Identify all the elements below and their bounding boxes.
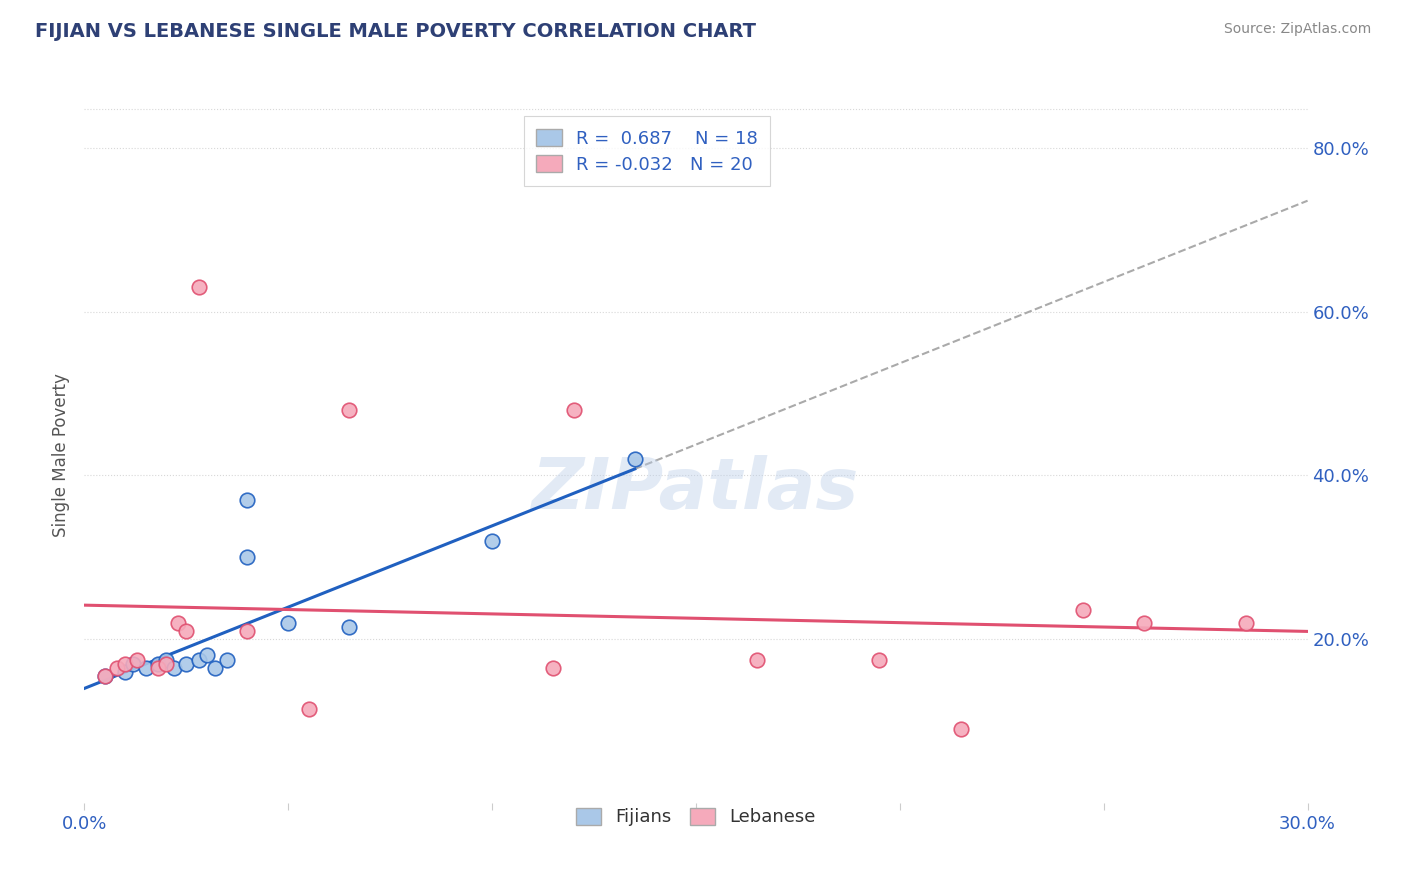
- Point: [1236, 615, 1258, 630]
- Text: ZIPatlas: ZIPatlas: [533, 455, 859, 524]
- Point: [339, 403, 361, 417]
- Point: [174, 657, 197, 671]
- Point: [236, 624, 259, 638]
- Point: [562, 403, 585, 417]
- Point: [624, 452, 647, 467]
- Point: [236, 492, 259, 507]
- Point: [135, 661, 157, 675]
- Point: [869, 652, 891, 666]
- Point: [163, 661, 186, 675]
- Point: [146, 661, 169, 675]
- Point: [187, 652, 209, 666]
- Y-axis label: Single Male Poverty: Single Male Poverty: [52, 373, 70, 537]
- Point: [93, 669, 115, 683]
- Text: Source: ZipAtlas.com: Source: ZipAtlas.com: [1223, 22, 1371, 37]
- Point: [122, 657, 145, 671]
- Point: [105, 661, 128, 675]
- Legend: Fijians, Lebanese: Fijians, Lebanese: [564, 795, 828, 839]
- Point: [155, 652, 177, 666]
- Point: [236, 550, 259, 565]
- Point: [174, 624, 197, 638]
- Point: [298, 701, 321, 715]
- Point: [187, 280, 209, 294]
- Point: [277, 615, 299, 630]
- Point: [543, 661, 565, 675]
- Point: [146, 657, 169, 671]
- Text: FIJIAN VS LEBANESE SINGLE MALE POVERTY CORRELATION CHART: FIJIAN VS LEBANESE SINGLE MALE POVERTY C…: [35, 22, 756, 41]
- Point: [114, 657, 136, 671]
- Point: [155, 657, 177, 671]
- Point: [204, 661, 226, 675]
- Point: [1133, 615, 1156, 630]
- Point: [1073, 603, 1095, 617]
- Point: [167, 615, 190, 630]
- Point: [950, 722, 973, 736]
- Point: [747, 652, 769, 666]
- Point: [114, 665, 136, 679]
- Point: [217, 652, 239, 666]
- Point: [127, 652, 149, 666]
- Point: [481, 533, 503, 548]
- Point: [339, 620, 361, 634]
- Point: [93, 669, 115, 683]
- Point: [195, 648, 218, 663]
